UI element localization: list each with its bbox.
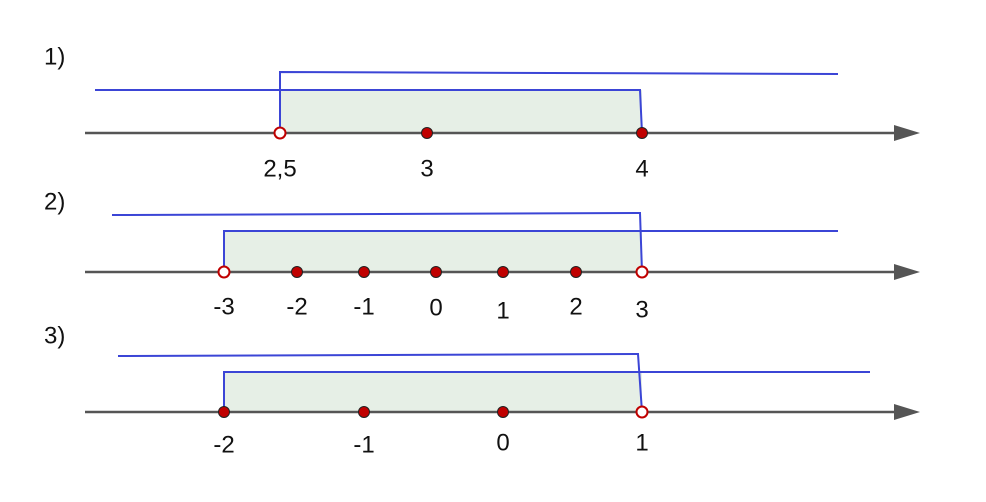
open-point: [635, 265, 649, 279]
filled-point: [358, 266, 370, 278]
point-label: 2,5: [263, 155, 296, 182]
point-label: 3: [635, 296, 648, 323]
point-label: -1: [353, 293, 374, 320]
interval-line: [223, 371, 870, 412]
point-label: -2: [213, 431, 234, 458]
interval-line: [279, 70, 839, 133]
axis-arrow: [894, 264, 920, 280]
filled-point: [358, 406, 370, 418]
interval-line: [223, 230, 838, 272]
point-label: 3: [420, 155, 433, 182]
point-label: 0: [429, 294, 442, 321]
problem-label: 1): [44, 43, 65, 70]
filled-point: [497, 406, 509, 418]
open-point: [273, 126, 287, 140]
point-label: 4: [635, 155, 648, 182]
interval-shade: [224, 372, 642, 412]
point-label: -2: [286, 293, 307, 320]
point-label: 1: [496, 297, 509, 324]
point-label: 2: [569, 293, 582, 320]
point-label: -1: [353, 431, 374, 458]
filled-point: [636, 127, 648, 139]
interval-line: [117, 352, 643, 413]
interval-shade: [280, 90, 642, 133]
problem-label: 2): [44, 188, 65, 215]
point-label: -3: [213, 293, 234, 320]
interval-line: [95, 89, 643, 134]
filled-point: [421, 127, 433, 139]
filled-point: [218, 406, 230, 418]
axis-arrow: [894, 125, 920, 141]
interval-shade: [224, 231, 642, 272]
open-point: [635, 405, 649, 419]
axis-arrow: [894, 404, 920, 420]
problem-label: 3): [44, 322, 65, 349]
filled-point: [291, 266, 303, 278]
open-point: [217, 265, 231, 279]
filled-point: [570, 266, 582, 278]
point-label: 1: [635, 429, 648, 456]
filled-point: [430, 266, 442, 278]
filled-point: [497, 266, 509, 278]
interval-line: [111, 211, 643, 273]
point-label: 0: [496, 429, 509, 456]
